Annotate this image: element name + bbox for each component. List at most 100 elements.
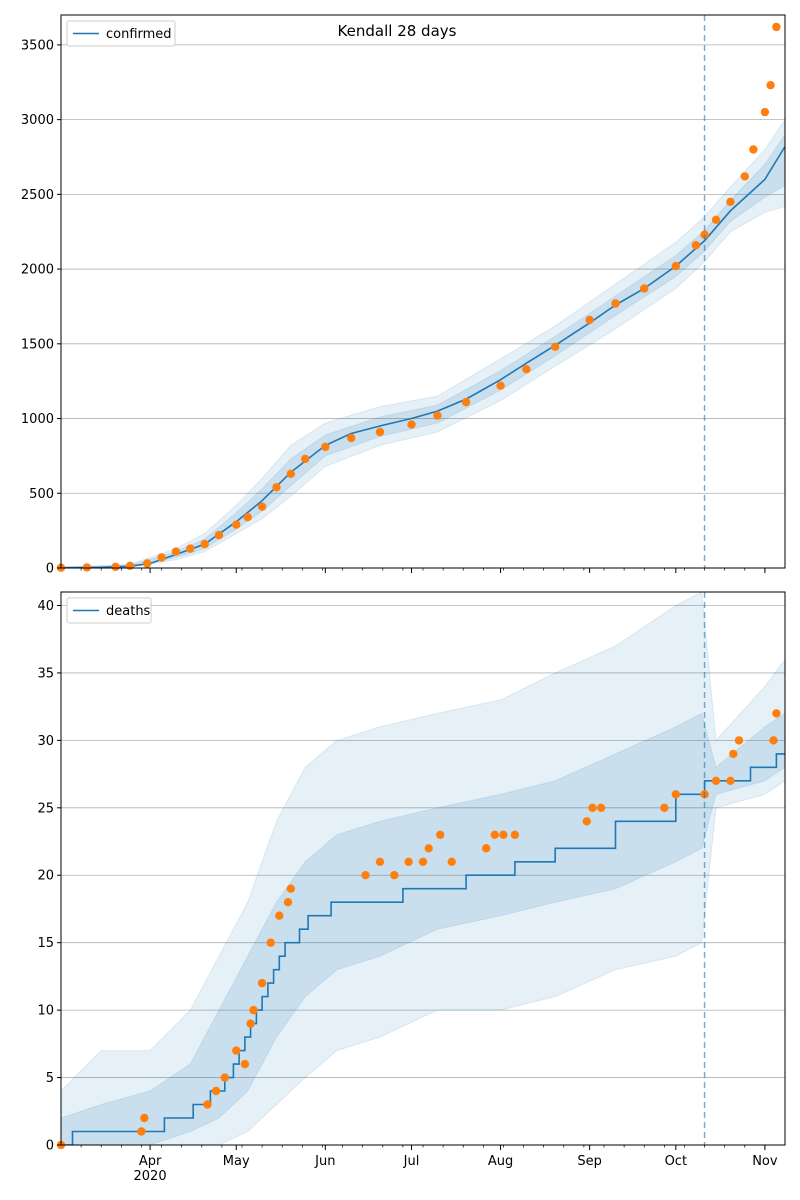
uncertainty-band-inner xyxy=(61,133,785,568)
observed-point xyxy=(243,513,252,522)
x-tick-label: Nov xyxy=(752,1154,778,1169)
deaths-observed-points xyxy=(56,709,781,1150)
observed-point xyxy=(726,776,735,785)
observed-point xyxy=(700,230,709,239)
observed-point xyxy=(266,938,275,947)
observed-point xyxy=(214,530,224,540)
series-line-deaths xyxy=(61,753,785,1145)
confirmed-legend-box xyxy=(66,20,176,47)
chart-title: Kendall 28 days xyxy=(338,22,457,40)
observed-point xyxy=(734,736,744,745)
uncertainty-band-inner xyxy=(61,712,785,1145)
observed-point xyxy=(496,381,505,390)
confirmed-panel: 0 500 1000 1500 2000 2500 3000 3500 Kendall 28 … xyxy=(21,14,786,577)
observed-point xyxy=(551,342,560,351)
observed-point xyxy=(711,776,721,785)
confirmed-model-line xyxy=(61,146,785,568)
y-tick-label: 3500 xyxy=(21,38,54,53)
observed-point xyxy=(671,261,680,271)
x-tick-label: 2020 xyxy=(134,1169,167,1184)
confirmed-legend-label: confirmed xyxy=(106,27,172,42)
observed-point xyxy=(729,749,738,759)
observed-point xyxy=(671,790,680,799)
y-tick-label: 500 xyxy=(29,487,54,502)
observed-point xyxy=(140,1113,149,1123)
observed-point xyxy=(660,803,669,812)
observed-point xyxy=(257,502,267,511)
y-tick-label: 2500 xyxy=(21,188,54,203)
y-tick-label: 0 xyxy=(46,1139,54,1154)
observed-point xyxy=(611,299,620,308)
y-tick-label: 20 xyxy=(37,869,54,884)
observed-point xyxy=(375,857,385,866)
observed-point xyxy=(772,709,781,718)
observed-point xyxy=(691,241,701,250)
observed-point xyxy=(447,857,456,866)
x-tick-label: Jun xyxy=(314,1154,335,1169)
observed-point xyxy=(361,871,370,880)
observed-point xyxy=(433,411,442,420)
observed-point xyxy=(272,483,281,492)
observed-point xyxy=(499,830,508,839)
y-tick-label: 3000 xyxy=(21,113,54,128)
observed-point xyxy=(157,553,166,562)
observed-point xyxy=(407,420,416,429)
observed-point xyxy=(232,1046,241,1055)
observed-point xyxy=(275,911,284,920)
observed-point xyxy=(82,563,92,572)
observed-point xyxy=(246,1019,255,1028)
confirmed-observed-points xyxy=(56,22,781,572)
observed-point xyxy=(711,215,721,224)
observed-point xyxy=(286,884,295,893)
x-tick-label: May xyxy=(223,1154,250,1169)
observed-point xyxy=(125,561,135,570)
observed-point xyxy=(726,197,735,206)
observed-point xyxy=(257,978,267,988)
x-tick-label: Sep xyxy=(577,1154,602,1169)
y-tick-label: 30 xyxy=(37,734,54,749)
deaths-y-ticks: 0 5 10 15 20 25 30 35 40 xyxy=(37,599,61,1154)
y-tick-label: 35 xyxy=(37,666,54,681)
y-tick-label: 1000 xyxy=(21,412,54,427)
x-tick-label: Jul xyxy=(403,1154,420,1169)
y-tick-label: 1500 xyxy=(21,337,54,352)
x-tick-label: Apr xyxy=(139,1154,162,1169)
observed-point xyxy=(111,562,120,571)
observed-point xyxy=(301,454,310,464)
observed-point xyxy=(461,397,471,407)
observed-point xyxy=(522,365,531,374)
x-tick-label: Aug xyxy=(488,1154,513,1169)
x-tick-label: Oct xyxy=(665,1154,687,1169)
y-tick-label: 40 xyxy=(37,599,54,614)
y-tick-label: 0 xyxy=(46,562,54,577)
confirmed-legend: confirmed xyxy=(66,20,176,47)
observed-point xyxy=(585,315,594,325)
observed-point xyxy=(582,817,591,826)
series-line-confirmed xyxy=(61,146,785,568)
observed-point xyxy=(143,559,152,568)
deaths-legend-box xyxy=(66,597,152,624)
observed-point xyxy=(490,830,499,839)
y-tick-label: 5 xyxy=(46,1071,54,1086)
observed-point xyxy=(375,427,385,437)
observed-point xyxy=(772,22,781,32)
deaths-uncertainty-bands xyxy=(61,592,785,1145)
observed-point xyxy=(186,544,195,553)
observed-point xyxy=(171,547,181,556)
observed-point xyxy=(424,844,433,853)
observed-point xyxy=(766,81,775,90)
observed-point xyxy=(596,803,606,812)
observed-point xyxy=(200,539,209,549)
observed-point xyxy=(740,172,749,181)
confirmed-y-ticks: 0 500 1000 1500 2000 2500 3000 3500 xyxy=(21,38,61,577)
observed-point xyxy=(203,1100,212,1109)
deaths-legend-label: deaths xyxy=(106,604,151,619)
observed-point xyxy=(211,1086,221,1096)
deaths-legend: deaths xyxy=(66,597,152,624)
uncertainty-band-outer xyxy=(61,592,785,1145)
observed-point xyxy=(220,1073,229,1082)
observed-point xyxy=(510,830,520,839)
